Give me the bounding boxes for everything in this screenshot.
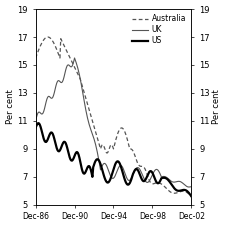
UK: [132, 173, 134, 175]
US: [34, 126, 37, 129]
UK: [188, 186, 190, 188]
Australia: [34, 57, 37, 59]
UK: [92, 135, 95, 138]
US: [98, 159, 100, 162]
Australia: [152, 183, 155, 185]
US: [92, 166, 95, 168]
Line: Australia: Australia: [36, 37, 191, 196]
UK: [71, 65, 74, 67]
Australia: [151, 183, 154, 185]
Australia: [98, 142, 100, 145]
US: [152, 173, 155, 176]
Y-axis label: Per cent: Per cent: [5, 90, 15, 124]
US: [37, 122, 39, 125]
Australia: [92, 122, 95, 125]
Legend: Australia, UK, US: Australia, UK, US: [130, 13, 188, 47]
Line: US: US: [36, 123, 191, 196]
US: [190, 195, 193, 198]
UK: [98, 159, 100, 162]
UK: [152, 172, 155, 174]
Australia: [190, 195, 193, 198]
US: [72, 158, 74, 161]
Line: UK: UK: [36, 58, 191, 187]
US: [132, 173, 134, 175]
UK: [34, 120, 37, 122]
UK: [151, 173, 154, 176]
Y-axis label: Per cent: Per cent: [212, 90, 222, 124]
UK: [190, 185, 193, 188]
UK: [73, 57, 76, 59]
US: [151, 172, 154, 174]
Australia: [132, 150, 134, 152]
Australia: [46, 36, 49, 38]
Australia: [72, 62, 74, 65]
